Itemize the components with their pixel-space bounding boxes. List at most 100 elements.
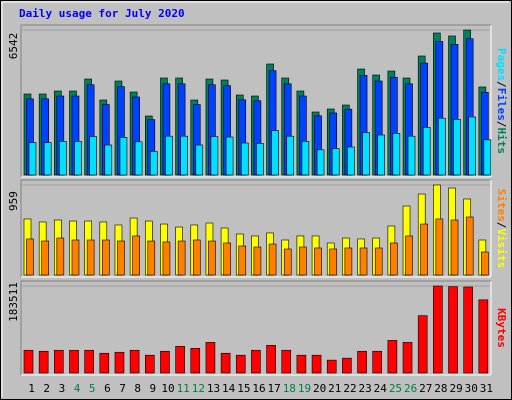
bar [407,135,416,176]
bar [238,245,247,276]
bar [69,349,79,374]
legend-entry: Sites [495,189,508,222]
y-tick-label: 183511 [7,282,20,322]
x-tick-label: 10 [161,382,174,395]
bar [362,132,370,176]
bar [296,354,307,374]
bar [147,240,156,276]
bar [160,350,170,374]
bar [344,247,353,276]
x-tick-label: 4 [74,382,81,395]
x-tick-label: 5 [89,382,96,395]
bar [299,246,307,276]
legend-entry: Hits [495,128,508,155]
bar [117,240,125,276]
bar [23,349,34,374]
y-tick-label: 959 [7,191,20,211]
bar [132,235,140,276]
x-tick-label: 11 [177,382,190,395]
bar [205,342,216,374]
bar [253,246,262,276]
bar [84,349,94,374]
bar [256,143,264,176]
bar [448,286,458,374]
bar [390,242,398,276]
bar [114,351,125,374]
bar [450,219,459,276]
x-tick-label: 17 [268,382,281,395]
bar [41,240,49,276]
bar [271,130,279,176]
bar [86,239,95,276]
bar [331,148,340,176]
bar [38,350,49,374]
bar [220,352,231,374]
bar [286,135,295,176]
bar [43,142,52,176]
bar [268,243,277,276]
bar [56,237,65,276]
bar [89,136,97,176]
legend: Sites/Visits [495,189,508,269]
bar [102,239,110,276]
bar [420,223,428,276]
x-tick-label: 25 [389,382,402,395]
bar [251,349,261,374]
bar [377,134,386,176]
bar [311,354,322,374]
x-tick-label: 12 [192,382,205,395]
bar [225,136,234,176]
x-tick-label: 30 [465,382,478,395]
bar [478,299,489,374]
bar [387,340,398,374]
x-tick-label: 3 [59,382,66,395]
x-tick-label: 1 [28,382,35,395]
bar [453,119,461,176]
bar [417,315,428,374]
bar [165,135,173,176]
legend: KBytes [495,308,508,348]
bar [59,141,67,176]
bar [190,347,201,374]
x-tick-label: 26 [404,382,417,395]
bar [104,144,113,176]
bar [195,144,204,176]
bar [144,354,155,374]
bar [329,248,338,276]
x-tick-label: 24 [374,382,388,395]
bar [54,349,64,374]
bar [372,350,383,374]
y-tick-label: 6542 [7,33,20,60]
legend-separator: / [495,81,508,88]
x-tick-label: 16 [252,382,265,395]
bar [266,345,276,374]
legend-entry: Visits [495,229,508,269]
bar [422,127,431,176]
legend-entry: Pages [495,48,508,81]
bar [357,350,367,374]
bar [235,354,246,374]
legend: Pages/Files/Hits [495,48,508,154]
bar [392,133,401,176]
bar [326,359,337,374]
bar [28,142,37,176]
bar [433,285,443,374]
bar [438,117,446,176]
bar [402,342,413,374]
x-tick-label: 23 [359,382,372,395]
bar [71,239,80,276]
bar [208,240,216,276]
bar [374,247,383,276]
bar [483,139,492,176]
legend-entry: KBytes [495,308,508,348]
x-tick-label: 21 [328,382,341,395]
x-tick-label: 13 [207,382,220,395]
x-tick-label: 15 [237,382,250,395]
bar [281,349,292,374]
x-tick-label: 19 [298,382,311,395]
bar [301,141,310,176]
x-tick-label: 22 [343,382,356,395]
bar [223,242,231,276]
bar [129,349,140,374]
